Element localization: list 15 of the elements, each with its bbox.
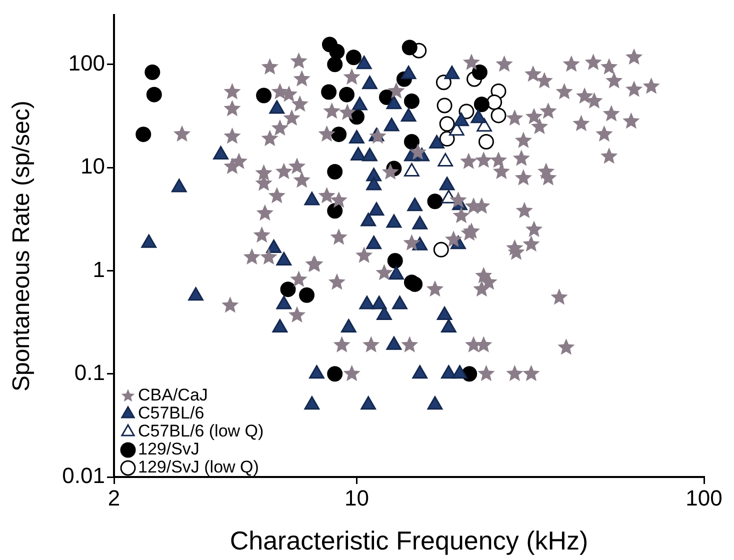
x-tick-label: 100	[686, 485, 722, 510]
y-tick-label: 100	[68, 50, 105, 76]
legend-label: 129/SvJ	[138, 440, 200, 459]
x-tick-label: 2	[108, 485, 120, 510]
y-tick-label: 0.01	[62, 463, 105, 488]
y-axis-title: Spontaneous Rate (sp/sec)	[8, 100, 36, 392]
legend-label: C57BL/6	[138, 404, 204, 423]
legend-label: CBA/CaJ	[138, 386, 208, 405]
y-tick-label: 0.1	[74, 360, 105, 385]
x-axis-title: Characteristic Frequency (kHz)	[230, 526, 588, 556]
y-tick-label: 1	[92, 256, 105, 282]
legend-label: 129/SvJ (low Q)	[138, 458, 259, 477]
x-tick-label: 10	[344, 485, 369, 510]
y-tick-label: 10	[80, 154, 105, 179]
legend-label: C57BL/6 (low Q)	[138, 422, 264, 441]
